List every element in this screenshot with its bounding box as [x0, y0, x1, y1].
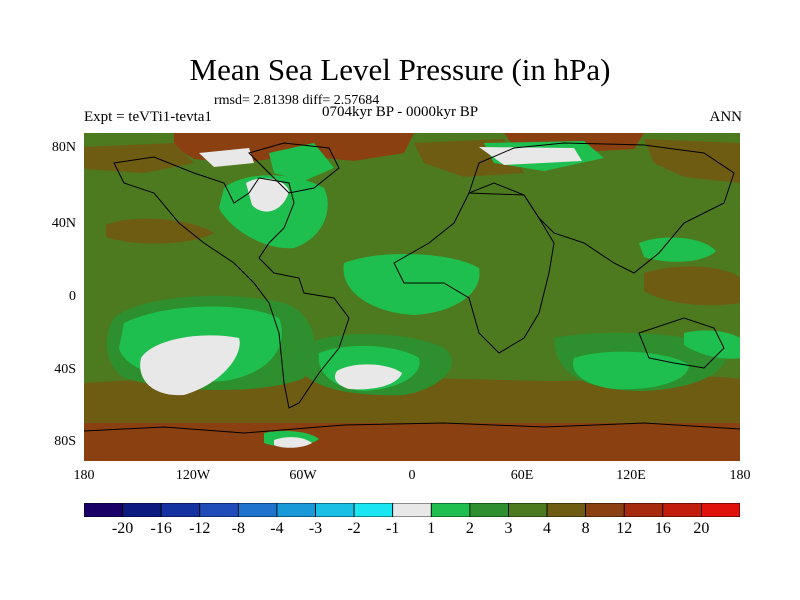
pressure-anomaly-map: [84, 133, 740, 461]
colorbar-label: -20: [111, 520, 134, 537]
rmsd-diff-stats: rmsd= 2.81398 diff= 2.57684: [214, 93, 380, 108]
antarctica-coastline: [84, 422, 740, 434]
colorbar-swatch: [353, 503, 394, 517]
negative-anomaly-zones: [140, 147, 582, 448]
west-pacific-cool: [639, 237, 716, 262]
colorbar-swatch: [315, 503, 355, 517]
colorbar-swatch: [701, 503, 740, 517]
south-atlantic-negative: [334, 364, 402, 390]
season-label: ANN: [709, 109, 743, 125]
colorbar-label: -3: [308, 520, 323, 537]
australia-coastline: [638, 317, 725, 369]
lon-label-60w: 60W: [289, 468, 317, 483]
hudson-bay-negative: [246, 178, 289, 212]
colorbar-swatch: [160, 503, 201, 517]
colorbar-swatch: [585, 503, 625, 517]
colorbar-label: 1: [427, 520, 436, 537]
colorbar-label: -4: [270, 520, 284, 537]
colorbar-label: 8: [581, 520, 590, 537]
east-asia-warm: [644, 139, 740, 183]
colorbar-label: -1: [386, 520, 400, 537]
lat-label-40n: 40N: [51, 216, 76, 231]
subtropical-pacific-warm: [106, 218, 214, 244]
lon-label-180w: 180: [73, 468, 95, 483]
colorbar-swatch: [84, 503, 123, 517]
eurasia-coastline: [468, 142, 735, 274]
greenland-coastline: [248, 142, 340, 194]
lat-label-40s: 40S: [54, 362, 76, 377]
lon-label-120w: 120W: [175, 468, 211, 483]
lat-label-0: 0: [69, 289, 76, 304]
south-pacific-negative: [140, 335, 240, 396]
lon-label-180e: 180: [729, 468, 751, 483]
colorbar-swatch: [392, 503, 432, 517]
colorbar-label: -16: [150, 520, 172, 537]
colorbar-label: -8: [231, 520, 246, 537]
colorbar-swatch: [508, 503, 548, 517]
colorbar-label: -2: [347, 520, 361, 537]
colorbar-swatch: [662, 503, 702, 517]
west-pacific-warm: [644, 266, 740, 306]
tasman-cool: [684, 330, 740, 359]
colorbar-swatch: [430, 503, 471, 517]
lat-label-80s: 80S: [54, 434, 76, 449]
colorbar-label: 12: [616, 520, 633, 537]
colorbar: [84, 503, 740, 517]
antarctic-high-zone: [84, 419, 740, 461]
lon-label-0: 0: [408, 468, 416, 483]
tropical-atlantic-cool: [343, 253, 480, 315]
coastlines: [84, 142, 740, 434]
colorbar-swatch: [199, 503, 239, 517]
north-atlantic-cool: [219, 175, 328, 249]
africa-coastline: [393, 182, 555, 354]
antarctic-negative-patch: [274, 437, 312, 448]
experiment-label: Expt = teVTi1-tevta1: [84, 109, 212, 125]
canadian-arctic-negative: [199, 148, 254, 167]
greenland-cool: [269, 143, 334, 181]
colorbar-label: 3: [504, 520, 513, 537]
colorbar-swatch: [469, 503, 509, 517]
colorbar-swatch: [122, 503, 162, 517]
lon-label-60e: 60E: [510, 468, 534, 483]
colorbar-label: 2: [465, 520, 474, 537]
colorbar-swatch: [546, 503, 587, 517]
north-pacific-warm: [84, 143, 194, 173]
colorbar-swatch: [276, 503, 316, 517]
period-label: 0704kyr BP - 0000kyr BP: [322, 104, 479, 120]
colorbar-label: -12: [189, 520, 211, 537]
colorbar-label: 16: [654, 520, 671, 537]
lon-label-120e: 120E: [616, 468, 646, 483]
colorbar-swatch: [623, 503, 664, 517]
americas-coastline: [113, 156, 350, 409]
colorbar-label: 4: [543, 520, 552, 537]
map-title: Mean Sea Level Pressure (in hPa): [189, 52, 611, 87]
colorbar-label: 20: [693, 520, 710, 537]
south-indian-cool: [573, 351, 689, 390]
colorbar-swatch: [237, 503, 278, 517]
lat-label-80n: 80N: [51, 140, 76, 155]
